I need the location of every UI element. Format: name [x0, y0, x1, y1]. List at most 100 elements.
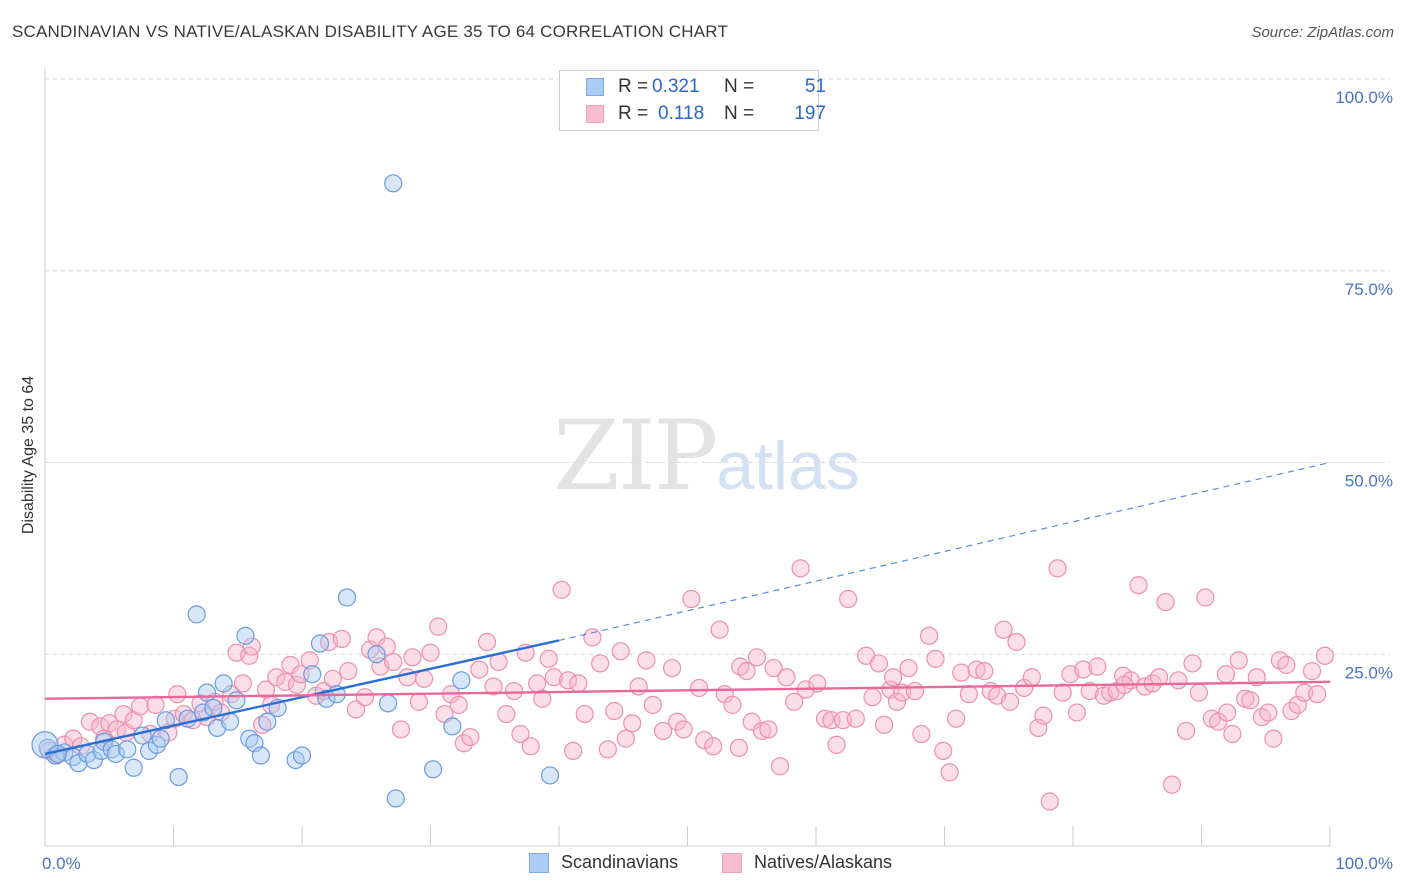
native-point: [539, 649, 558, 668]
native-point: [637, 651, 656, 670]
native-trend-line: [44, 680, 1331, 700]
scandinavian-point: [443, 717, 462, 736]
scandinavian-point: [151, 729, 170, 748]
native-point: [1247, 668, 1266, 687]
scandinavian-point: [251, 746, 270, 765]
scandinavian-point: [378, 694, 398, 713]
native-point: [1196, 588, 1215, 607]
native-point: [934, 741, 953, 760]
native-point: [899, 658, 918, 678]
native-point: [1156, 592, 1175, 612]
scandinavian-point: [367, 645, 386, 664]
native-point: [643, 695, 662, 714]
native-point: [752, 721, 772, 741]
native-point: [662, 658, 682, 678]
scandinavian-point: [48, 744, 67, 764]
native-point: [403, 648, 422, 667]
x-tick-label: 0.0%: [42, 854, 81, 873]
native-point: [558, 671, 578, 690]
native-point: [1241, 691, 1260, 710]
native-point: [952, 663, 971, 682]
scandinavian-point: [423, 760, 443, 779]
native-point: [323, 669, 342, 688]
native-point: [710, 620, 729, 639]
native-point: [946, 709, 966, 728]
native-point: [846, 709, 865, 728]
scandinavian-point: [303, 665, 322, 684]
native-point: [605, 701, 624, 721]
source-credit: Source: ZipAtlas.com: [1251, 24, 1394, 41]
native-point: [80, 712, 100, 731]
scandinavian-point: [187, 605, 206, 624]
scandinavian-point: [204, 698, 223, 718]
native-point: [598, 740, 617, 759]
scandinavian-point: [197, 683, 217, 702]
native-point: [912, 724, 931, 744]
watermark-zip: ZIP: [553, 400, 718, 512]
native-point: [521, 737, 540, 756]
scandinavian-point: [156, 711, 175, 730]
native-point: [267, 668, 286, 687]
native-point: [975, 662, 994, 681]
scandinavian-point: [106, 744, 125, 764]
legend-swatch-blue: [529, 853, 549, 873]
x-tick-label: 100.0%: [1335, 854, 1393, 873]
legend-r-value: 0.118: [658, 103, 705, 124]
native-point: [1022, 668, 1041, 687]
native-point: [940, 763, 959, 782]
native-point: [759, 720, 778, 739]
native-point: [723, 695, 742, 714]
native-point: [477, 632, 497, 652]
y-tick-label: 100.0%: [1335, 88, 1393, 107]
native-point: [1088, 657, 1107, 676]
y-tick-label: 75.0%: [1345, 280, 1393, 299]
scandinavian-point: [193, 703, 213, 722]
native-point: [355, 688, 375, 707]
native-point: [1048, 559, 1067, 578]
scandinavian-point: [286, 750, 305, 770]
native-point: [623, 714, 642, 733]
native-point: [533, 689, 552, 708]
scandinavian-point: [220, 712, 240, 731]
native-point: [484, 677, 503, 696]
legend-r-value: 0.321: [652, 76, 700, 97]
native-point: [611, 642, 630, 661]
native-point: [1229, 651, 1248, 670]
native-point: [689, 678, 709, 698]
native-point: [737, 662, 756, 681]
scandinavian-point: [31, 731, 59, 759]
native-point: [1315, 646, 1334, 665]
native-point: [1034, 706, 1053, 725]
scandinavian-point: [337, 588, 357, 607]
native-point: [695, 731, 714, 750]
native-point: [1277, 655, 1296, 675]
native-point: [815, 709, 835, 728]
legend-label: Natives/Alaskans: [754, 852, 893, 872]
native-point: [1007, 632, 1026, 652]
watermark: ZIPatlas: [553, 400, 860, 512]
native-point: [682, 589, 701, 609]
native-point: [887, 692, 907, 711]
native-point: [875, 715, 894, 734]
native-point: [409, 692, 429, 711]
native-point: [883, 668, 903, 687]
scandinavian-point: [452, 671, 471, 690]
native-point: [168, 685, 187, 704]
native-point: [1216, 665, 1236, 684]
native-point: [1169, 671, 1188, 690]
scandinavian-point: [169, 767, 188, 787]
legend-n-label: N =: [724, 76, 755, 97]
native-point: [764, 658, 783, 678]
native-point: [839, 589, 858, 609]
native-point: [300, 651, 319, 670]
legend-n-value: 51: [804, 76, 826, 97]
trend-lines: [44, 461, 1331, 756]
scandinavian-point: [292, 746, 312, 765]
legend-n-label: N =: [724, 103, 755, 124]
native-point: [1302, 662, 1322, 681]
scandinavian-point: [310, 634, 330, 653]
legend-r-label: R =: [618, 103, 649, 124]
native-point: [1270, 651, 1289, 670]
y-axis-title: Disability Age 35 to 64: [20, 375, 37, 535]
